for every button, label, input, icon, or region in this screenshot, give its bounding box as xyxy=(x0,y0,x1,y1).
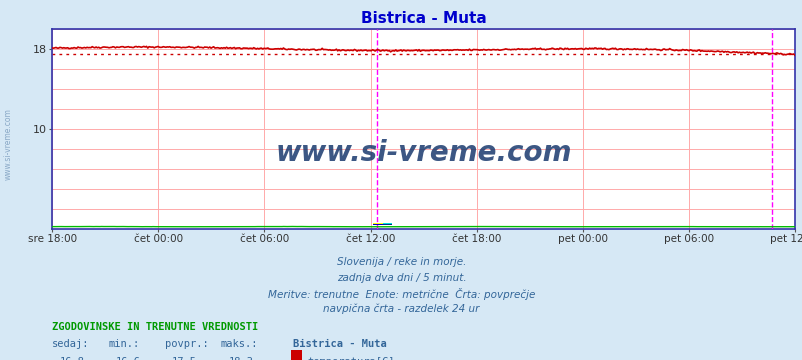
Text: Slovenija / reke in morje.: Slovenija / reke in morje. xyxy=(336,257,466,267)
Text: 18,3: 18,3 xyxy=(228,357,253,360)
FancyBboxPatch shape xyxy=(373,224,383,225)
Text: povpr.:: povpr.: xyxy=(164,339,208,350)
Text: zadnja dva dni / 5 minut.: zadnja dva dni / 5 minut. xyxy=(336,273,466,283)
Text: sedaj:: sedaj: xyxy=(52,339,90,350)
Text: 16,6: 16,6 xyxy=(115,357,141,360)
Text: maks.:: maks.: xyxy=(221,339,258,350)
Title: Bistrica - Muta: Bistrica - Muta xyxy=(360,11,486,26)
Text: navpična črta - razdelek 24 ur: navpična črta - razdelek 24 ur xyxy=(323,304,479,314)
FancyBboxPatch shape xyxy=(383,224,391,225)
Text: Bistrica - Muta: Bistrica - Muta xyxy=(293,339,387,350)
Text: 16,8: 16,8 xyxy=(59,357,85,360)
Text: 17,5: 17,5 xyxy=(172,357,197,360)
Text: www.si-vreme.com: www.si-vreme.com xyxy=(3,108,13,180)
Text: www.si-vreme.com: www.si-vreme.com xyxy=(275,139,571,167)
Text: ZGODOVINSKE IN TRENUTNE VREDNOSTI: ZGODOVINSKE IN TRENUTNE VREDNOSTI xyxy=(52,322,258,332)
Text: temperatura[C]: temperatura[C] xyxy=(307,357,395,360)
Text: Meritve: trenutne  Enote: metrične  Črta: povprečje: Meritve: trenutne Enote: metrične Črta: … xyxy=(268,288,534,300)
Text: min.:: min.: xyxy=(108,339,140,350)
